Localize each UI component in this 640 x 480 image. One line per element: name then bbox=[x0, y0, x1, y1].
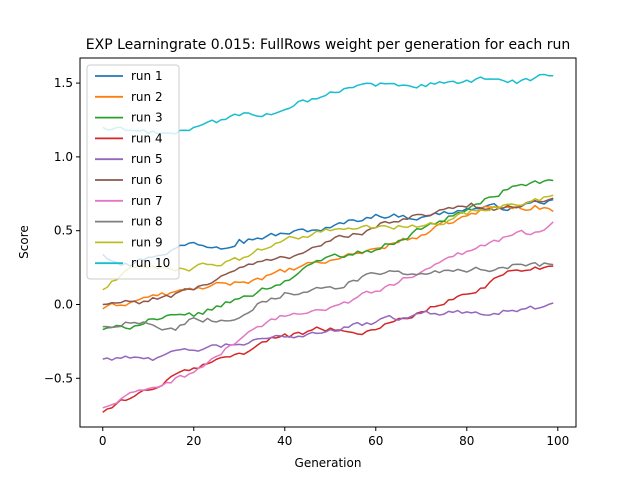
x-tick-label: 60 bbox=[368, 434, 383, 448]
legend-label: run 3 bbox=[131, 111, 163, 125]
x-tick-label: 40 bbox=[277, 434, 292, 448]
y-tick-label: 1.5 bbox=[54, 76, 73, 90]
y-tick-label: −0.5 bbox=[44, 371, 73, 385]
x-tick-label: 0 bbox=[99, 434, 107, 448]
legend-label: run 7 bbox=[131, 194, 163, 208]
legend-label: run 4 bbox=[131, 131, 163, 145]
legend-label: run 10 bbox=[131, 256, 170, 270]
plot-area bbox=[79, 57, 577, 428]
legend-label: run 9 bbox=[131, 235, 163, 249]
series-line-run-6 bbox=[102, 197, 554, 306]
series-layer bbox=[102, 73, 554, 413]
x-axis-label: Generation bbox=[295, 456, 362, 470]
series-line-run-5 bbox=[102, 302, 554, 362]
y-tick-label: 1.0 bbox=[54, 150, 73, 164]
series-line-run-3 bbox=[102, 179, 554, 331]
chart-title: EXP Learningrate 0.015: FullRows weight … bbox=[86, 37, 570, 53]
x-axis-ticks: 0 20 40 60 80 100 bbox=[99, 427, 569, 448]
series-line-run-2 bbox=[102, 204, 554, 310]
legend-label: run 2 bbox=[131, 90, 163, 104]
y-tick-label: 0.5 bbox=[54, 224, 73, 238]
series-line-run-7 bbox=[102, 221, 554, 409]
axes-frame bbox=[79, 57, 577, 428]
y-tick-label: 0.0 bbox=[54, 297, 73, 311]
x-tick-label: 100 bbox=[546, 434, 569, 448]
x-tick-label: 80 bbox=[459, 434, 474, 448]
legend-label: run 1 bbox=[131, 69, 163, 83]
series-line-run-8 bbox=[102, 261, 554, 331]
y-axis-label: Score bbox=[17, 225, 31, 259]
x-tick-label: 20 bbox=[186, 434, 201, 448]
legend: run 1 run 2 run 3 run 4 run 5 run 6 run 7 run 8… bbox=[86, 64, 180, 280]
legend-label: run 6 bbox=[131, 173, 163, 187]
legend-label: run 5 bbox=[131, 152, 163, 166]
y-axis-ticks: −0.5 0.0 0.5 1.0 1.5 bbox=[44, 76, 80, 385]
series-line-run-4 bbox=[102, 265, 554, 413]
legend-label: run 8 bbox=[131, 215, 163, 229]
